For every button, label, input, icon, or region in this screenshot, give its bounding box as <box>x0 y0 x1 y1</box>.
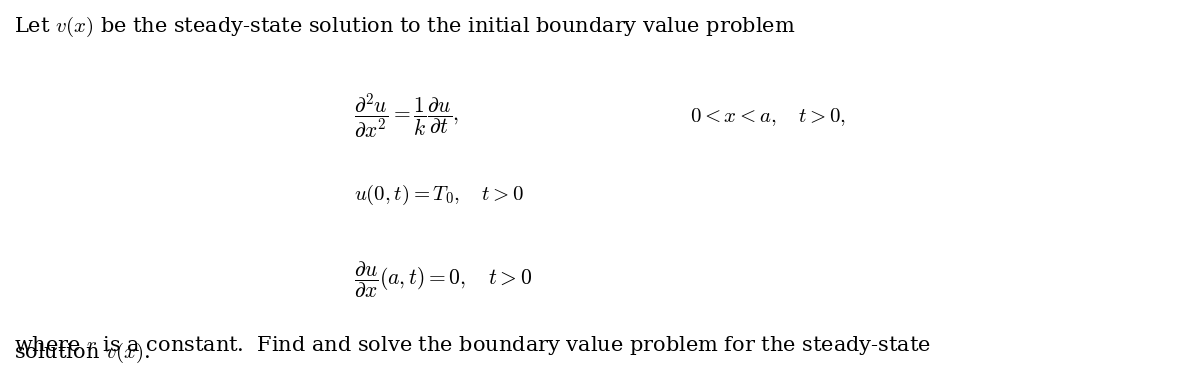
Text: Let $v(x)$ be the steady-state solution to the initial boundary value problem: Let $v(x)$ be the steady-state solution … <box>14 15 796 39</box>
Text: $0 < x < a, \quad t > 0,$: $0 < x < a, \quad t > 0,$ <box>690 106 846 128</box>
Text: $\dfrac{\partial^2 u}{\partial x^2} = \dfrac{1}{k}\dfrac{\partial u}{\partial t}: $\dfrac{\partial^2 u}{\partial x^2} = \d… <box>354 92 460 141</box>
Text: $\dfrac{\partial u}{\partial x}(a, t) = 0, \quad t > 0$: $\dfrac{\partial u}{\partial x}(a, t) = … <box>354 259 533 300</box>
Text: solution $v(x)$.: solution $v(x)$. <box>14 341 150 365</box>
Text: $u(0, t) = T_0, \quad t > 0$: $u(0, t) = T_0, \quad t > 0$ <box>354 183 524 207</box>
Text: where $r$ is a constant.  Find and solve the boundary value problem for the stea: where $r$ is a constant. Find and solve … <box>14 334 931 357</box>
